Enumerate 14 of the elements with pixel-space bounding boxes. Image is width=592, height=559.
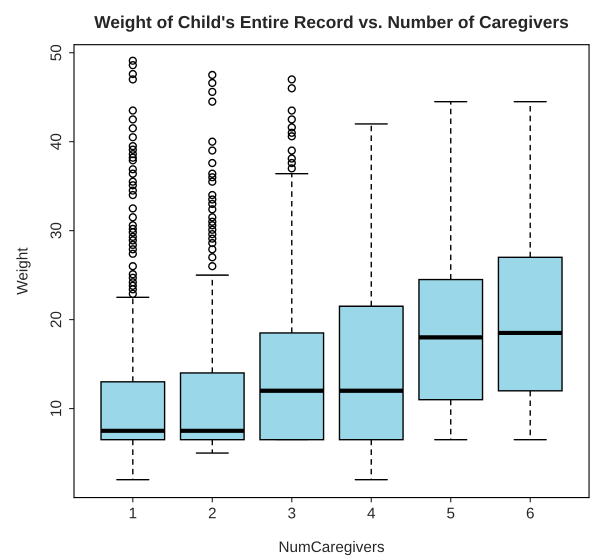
y-tick-label: 20 <box>50 312 62 328</box>
y-tick-label: 10 <box>50 400 62 416</box>
x-axis-title: NumCaregivers <box>280 540 384 556</box>
x-tick-label: 5 <box>447 508 454 518</box>
x-tick-label: 1 <box>130 508 136 518</box>
y-tick-label: 40 <box>50 134 62 150</box>
x-tick-label: 6 <box>526 508 534 518</box>
x-tick-label: 3 <box>288 508 296 518</box>
y-tick-label: 50 <box>50 44 62 61</box>
x-tick-label: 2 <box>208 508 216 518</box>
chart-title: Weight of Child's Entire Record vs. Number of Caregivers <box>94 15 568 32</box>
y-tick-label: 30 <box>50 222 62 239</box>
y-axis-title: Weight <box>16 248 31 295</box>
x-tick-label: 4 <box>367 508 376 518</box>
